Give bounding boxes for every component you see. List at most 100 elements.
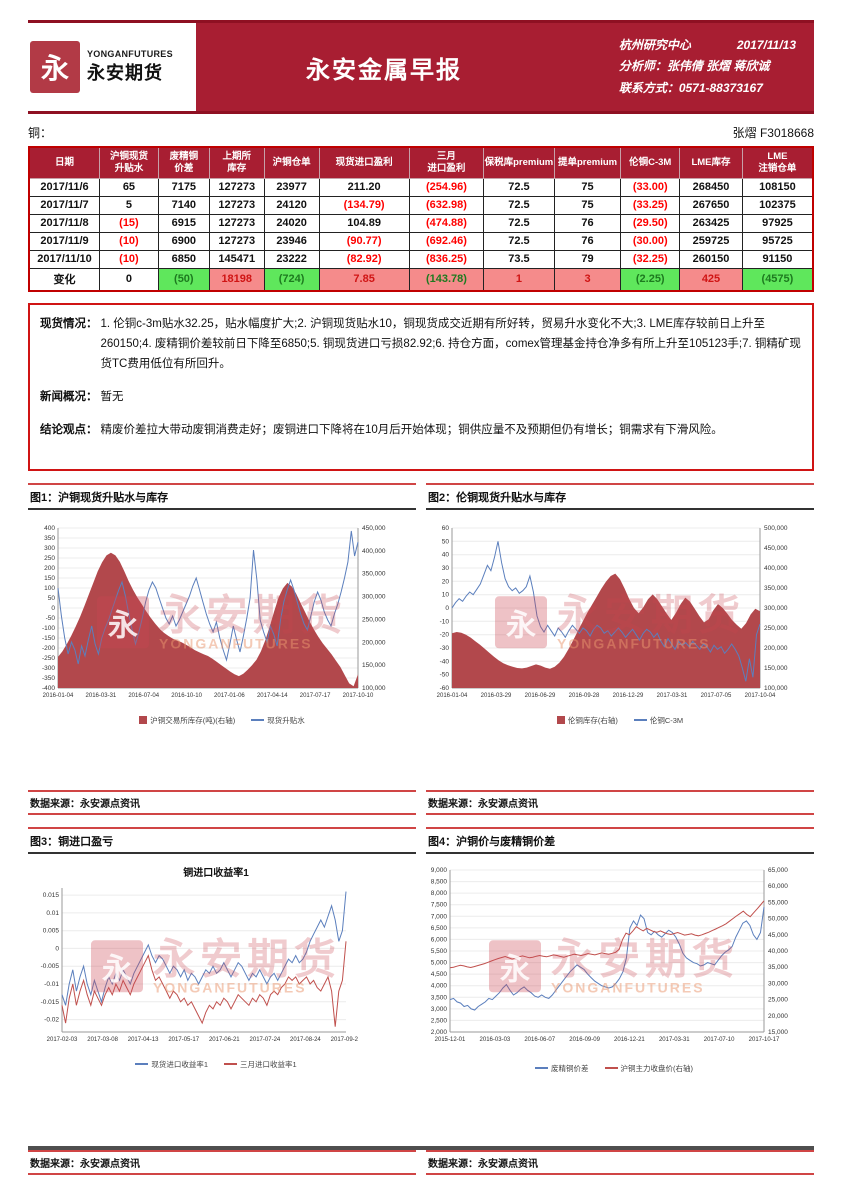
svg-text:2016-01-04: 2016-01-04	[43, 693, 74, 699]
svg-text:2,500: 2,500	[431, 1017, 448, 1024]
svg-text:30: 30	[442, 565, 450, 572]
svg-text:30,000: 30,000	[768, 980, 788, 987]
change-cell: (724)	[263, 267, 320, 292]
table-row: 2017/11/6 65 7175 127273 23977 211.20 (254.96)…	[28, 177, 814, 197]
header-banner: 永安金属早报 杭州研究中心 2017/11/13 分析师：张伟倩 张熠 蒋欣诚 …	[196, 23, 814, 111]
svg-text:7,000: 7,000	[431, 913, 448, 920]
svg-text:2,000: 2,000	[431, 1029, 448, 1036]
table-cell: (692.46)	[408, 231, 485, 251]
svg-text:300: 300	[44, 545, 55, 552]
svg-text:0: 0	[51, 605, 55, 612]
svg-text:3,000: 3,000	[431, 1006, 448, 1013]
svg-text:15,000: 15,000	[768, 1029, 788, 1036]
svg-text:250,000: 250,000	[362, 616, 386, 623]
contact-line: 联系方式：0571-88373167	[618, 80, 763, 95]
svg-text:2016-03-29: 2016-03-29	[481, 693, 512, 699]
analyst-id: 张熠 F3018668	[732, 126, 814, 140]
svg-text:2017-03-31: 2017-03-31	[659, 1037, 690, 1043]
table-cell: 145471	[208, 249, 265, 269]
svg-text:350: 350	[44, 535, 55, 542]
svg-text:55,000: 55,000	[768, 899, 788, 906]
table-row: 2017/11/7 5 7140 127273 24120 (134.79) (632.98…	[28, 195, 814, 215]
table-cell: 268450	[679, 177, 743, 197]
svg-text:2017-04-14: 2017-04-14	[257, 693, 288, 699]
svg-text:400,000: 400,000	[362, 548, 386, 555]
datasource-right: 数据来源：永安源点资讯	[426, 1149, 814, 1175]
conclusion-text: 精废价差拉大带动废铜消费走好；废铜进口下降将在10月后开始体现；铜供应量不及预期…	[100, 424, 723, 437]
table-cell: 72.5	[483, 177, 555, 197]
svg-text:5,000: 5,000	[431, 959, 448, 966]
copper-table: 日期 沪铜现货 升贴水 废精铜 价差 上期所 库存 沪铜仓单 现货进口盈利 三月 进口盈利保…	[28, 146, 814, 292]
svg-text:450,000: 450,000	[764, 545, 788, 552]
svg-text:2017-07-17: 2017-07-17	[300, 693, 331, 699]
chart-legend: 伦铜库存(右轴) 伦铜C-3M	[426, 715, 814, 726]
svg-text:2016-10-10: 2016-10-10	[171, 693, 202, 699]
column-header: 日期	[28, 146, 101, 179]
svg-text:20: 20	[442, 578, 450, 585]
table-cell: 79	[553, 249, 622, 269]
svg-text:500,000: 500,000	[764, 525, 788, 532]
table-cell: 23222	[263, 249, 320, 269]
svg-text:-100: -100	[42, 625, 55, 632]
chart-canvas-holder: 9,000 8,500 8,000 7,500 7,000 6,500 6,000 5,500…	[414, 862, 814, 1062]
news-label: 新闻概况：	[40, 391, 98, 404]
table-cell: 127273	[208, 231, 265, 251]
chart-legend: 现货进口收益率1 三月进口收益率1	[28, 1059, 404, 1070]
report-title: 永安金属早报	[306, 56, 462, 84]
chart-canvas: 9,000 8,500 8,000 7,500 7,000 6,500 6,000 5,500…	[431, 867, 789, 1043]
change-cell: 0	[99, 267, 159, 292]
svg-text:2017-03-31: 2017-03-31	[657, 693, 688, 699]
table-cell: 267650	[679, 195, 743, 215]
svg-text:8,000: 8,000	[431, 890, 448, 897]
svg-text:2017-06-21: 2017-06-21	[209, 1037, 240, 1043]
svg-text:2016-06-07: 2016-06-07	[524, 1037, 555, 1043]
svg-text:200: 200	[44, 565, 55, 572]
chart-canvas-holder: 400 350 300 250 200 150 100 50 0 -50 -100 -150 -200 -…	[28, 518, 416, 714]
column-header: 沪铜现货 升贴水	[99, 146, 159, 179]
table-cell: 6850	[157, 249, 210, 269]
svg-text:-0.015: -0.015	[41, 999, 60, 1006]
svg-text:60,000: 60,000	[768, 883, 788, 890]
datasource-row-1: 数据来源：永安源点资讯 数据来源：永安源点资讯	[28, 789, 814, 815]
table-cell: 2017/11/8	[28, 213, 101, 233]
brand-name-cn: 永安期货	[87, 63, 163, 83]
table-cell: 72.5	[483, 213, 555, 233]
table-header-row: 日期 沪铜现货 升贴水 废精铜 价差 上期所 库存 沪铜仓单 现货进口盈利 三月 进口盈利保…	[28, 146, 814, 179]
table-cell: 104.89	[318, 213, 410, 233]
svg-text:-40: -40	[440, 658, 450, 665]
svg-text:2017-07-05: 2017-07-05	[701, 693, 732, 699]
table-cell: (632.98)	[408, 195, 485, 215]
table-row: 2017/11/9 (10) 6900 127273 23946 (90.77) (692.…	[28, 231, 814, 251]
charts-row-1: 永 永安期货 YONGANFUTURES 400 350 300 250 200 150 1…	[28, 518, 814, 746]
svg-text:50: 50	[442, 538, 450, 545]
table-cell: 23977	[263, 177, 320, 197]
change-cell: (143.78)	[408, 267, 485, 292]
svg-text:-200: -200	[42, 645, 55, 652]
svg-text:-150: -150	[42, 635, 55, 642]
table-cell: (33.00)	[620, 177, 681, 197]
svg-text:-30: -30	[440, 645, 450, 652]
svg-text:2017-09-27: 2017-09-27	[331, 1037, 358, 1043]
svg-text:2017-10-17: 2017-10-17	[749, 1037, 780, 1043]
svg-text:2016-01-04: 2016-01-04	[437, 693, 468, 699]
svg-text:250,000: 250,000	[764, 625, 788, 632]
research-center: 杭州研究中心	[618, 37, 691, 52]
table-cell: 91150	[741, 249, 814, 269]
table-cell: 7140	[157, 195, 210, 215]
svg-text:-350: -350	[42, 675, 55, 682]
svg-text:-400: -400	[42, 685, 55, 692]
table-cell: (33.25)	[620, 195, 681, 215]
svg-text:2017-04-13: 2017-04-13	[128, 1037, 159, 1043]
svg-text:2015-12-01: 2015-12-01	[435, 1037, 466, 1043]
fig34-title-row: 图3：铜进口盈亏 图4：沪铜价与废精铜价差	[28, 826, 814, 854]
table-cell: (10)	[99, 249, 159, 269]
svg-text:20,000: 20,000	[768, 1013, 788, 1020]
svg-text:60: 60	[442, 525, 450, 532]
fig4-title: 图4：沪铜价与废精铜价差	[426, 826, 814, 854]
svg-text:350,000: 350,000	[362, 570, 386, 577]
metal-label: 铜：	[28, 126, 53, 140]
svg-text:400,000: 400,000	[764, 565, 788, 572]
column-header: LME库存	[679, 146, 743, 179]
spot-section: 现货情况： 1. 伦铜c-3m贴水32.25，贴水幅度扩大;2. 沪铜现货贴水1…	[40, 314, 802, 374]
